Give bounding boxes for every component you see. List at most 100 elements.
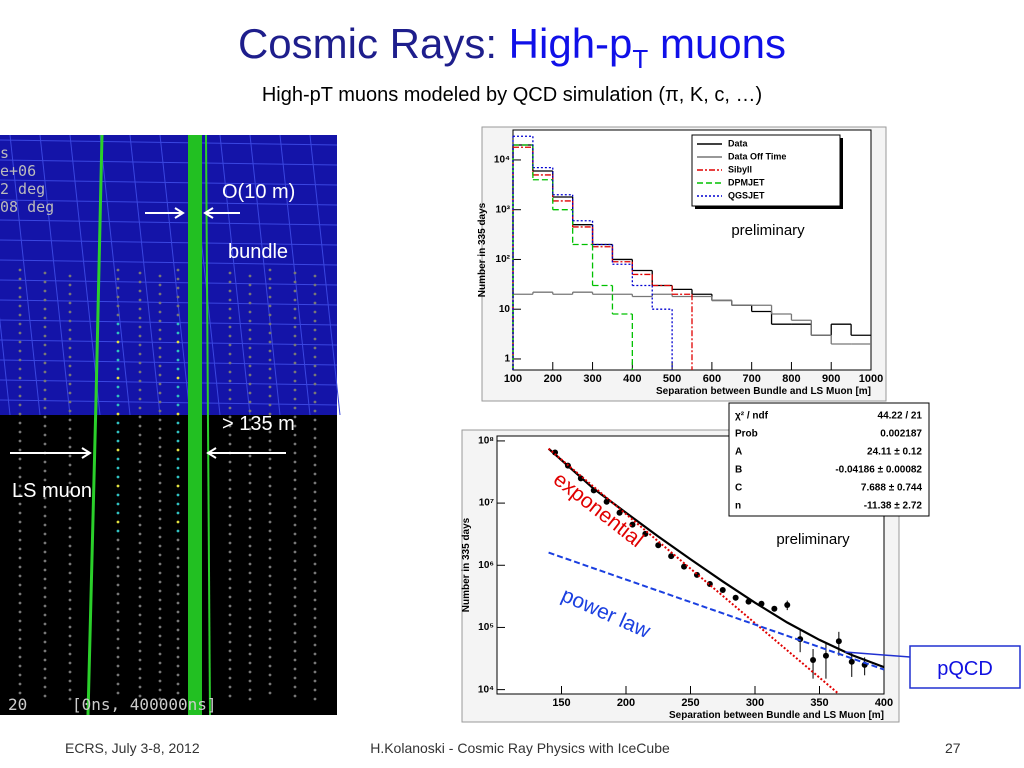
data-point [848,658,855,665]
event-dom [68,571,72,575]
event-dom [293,640,297,644]
data-point [616,509,623,516]
event-dom [116,628,120,632]
event-dom [293,271,297,275]
event-grid-line [0,339,338,346]
event-dom [138,541,142,545]
pqcd-label: pQCD [937,658,993,680]
event-dom [68,346,72,350]
event-dom [138,406,142,410]
event-dom [176,268,180,272]
event-dom [18,322,22,326]
event-dom [228,613,232,617]
event-grid-line [69,134,101,416]
event-dom [268,601,272,605]
event-dom [176,502,180,506]
event-dom [116,358,120,362]
event-dom [248,679,252,683]
data-point [810,656,817,663]
event-dom [293,415,297,419]
event-dom [18,691,22,695]
event-dom [18,664,22,668]
event-dom [43,658,47,662]
event-dom [43,622,47,626]
event-dom [158,688,162,692]
event-dom [228,397,232,401]
event-dom [18,682,22,686]
data-point [784,601,791,608]
event-dom [68,463,72,467]
event-dom [116,538,120,542]
event-dom [293,451,297,455]
event-dom [138,586,142,590]
event-dom [43,685,47,689]
event-grid-line [0,159,338,166]
event-dom [43,541,47,545]
event-dom [158,580,162,584]
event-dom [116,493,120,497]
event-dom [68,364,72,368]
event-dom-strings [18,268,317,701]
event-grid-line [0,239,338,246]
event-dom [158,607,162,611]
legend-label: Data Off Time [728,151,786,161]
event-dom [68,580,72,584]
event-dom [268,565,272,569]
event-dom [116,394,120,398]
event-dom [293,559,297,563]
event-dom [313,679,317,683]
event-dom [158,544,162,548]
event-dom [268,439,272,443]
event-dom [176,277,180,281]
event-dom [176,610,180,614]
event-dom [248,625,252,629]
event-dom [228,532,232,536]
data-point [719,587,726,594]
event-dom [228,595,232,599]
event-dom [248,364,252,368]
event-dom [313,499,317,503]
event-grid-line [0,379,338,386]
fit-param-name: Prob [735,429,758,440]
event-dom [176,646,180,650]
fit-param-value: 0.002187 [880,429,922,440]
event-dom [176,637,180,641]
ls-muon-track [86,134,104,716]
event-dom [158,643,162,647]
event-dom [138,280,142,284]
event-dom [18,565,22,569]
event-dom [228,577,232,581]
event-dom [116,385,120,389]
event-dom [176,430,180,434]
event-dom [68,697,72,701]
event-dom [138,424,142,428]
event-dom [248,391,252,395]
event-dom [68,409,72,413]
event-dom [68,499,72,503]
event-dom [68,427,72,431]
event-dom [116,268,120,272]
event-dom [18,412,22,416]
event-label: > 135 m [222,413,295,435]
event-dom [293,424,297,428]
event-grid-line [0,299,338,306]
event-dom [268,322,272,326]
event-dom [268,547,272,551]
event-dom [43,514,47,518]
event-dom [138,514,142,518]
event-dom [68,274,72,278]
event-dom [18,313,22,317]
event-dom [313,481,317,485]
y-tick-label: 10⁴ [494,155,510,166]
event-dom [228,622,232,626]
model-line [547,447,840,695]
event-dom [313,346,317,350]
event-dom [313,688,317,692]
histogram-chart: 1 10 10² 10³ 10⁴ 100 200 300 400 500 600 700 800 900 1… [477,126,887,402]
event-dom [228,667,232,671]
arrow-head [174,207,185,219]
event-dom [268,385,272,389]
event-dom [18,376,22,380]
event-dom [158,625,162,629]
event-dom [293,514,297,518]
